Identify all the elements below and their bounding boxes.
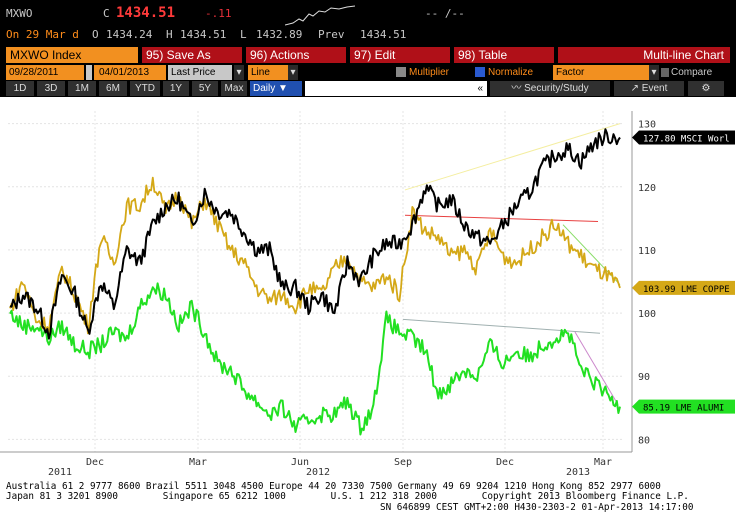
security-study-button[interactable]: 〰 Security/Study (490, 81, 610, 96)
controls-row: 09/28/2011 04/01/2013 Last Price ▾ Line … (0, 65, 736, 81)
x-tick-label: Mar (189, 457, 207, 468)
change: -.11 (205, 7, 232, 20)
sparkline-icon (285, 5, 355, 26)
event-arrow-icon: ↗ (630, 83, 642, 94)
chart-type-select[interactable]: Line (248, 65, 288, 80)
gear-icon[interactable]: ⚙ (688, 81, 724, 96)
footer-session-line: SN 646899 CEST GMT+2:00 H430-2303-2 01-A… (380, 502, 694, 513)
frequency-label: Daily (253, 83, 276, 94)
security-study-label: Security/Study (524, 83, 589, 94)
value-label-arrow (632, 399, 639, 414)
open-label: O (92, 28, 99, 41)
window-title: Multi-line Chart (558, 47, 730, 63)
x-tick-label: Jun (291, 457, 309, 468)
date-separator (86, 65, 92, 80)
prev-label: Prev (318, 28, 345, 41)
normalize-label: Normalize (488, 67, 534, 78)
start-date-input[interactable]: 09/28/2011 (6, 65, 84, 80)
line-chart[interactable]: 80 90 100 110 120 130 Dec Mar Jun Sep Dec Mar 2011 20… (0, 97, 736, 475)
period-6m[interactable]: 6M (99, 81, 127, 96)
time-row: On 29 Mar d (6, 28, 79, 41)
y-tick-label: 130 (638, 120, 656, 131)
factor-select[interactable]: Factor (553, 65, 649, 80)
trend-line-aluminium (402, 318, 601, 334)
edit-menu-button[interactable]: 97) Edit (350, 47, 450, 63)
event-button[interactable]: ↗ Event (614, 81, 684, 96)
last-price: 1434.51 (116, 5, 176, 21)
series-line-0 (9, 128, 621, 340)
value-label-lme-coppe: 103.99 LME COPPE (643, 285, 730, 295)
prev-value: 1434.51 (360, 28, 407, 41)
x-tick-label: Dec (496, 457, 514, 468)
multiplier-checkbox[interactable] (396, 67, 406, 77)
field-dropdown-icon[interactable]: ▾ (234, 65, 244, 80)
value-label-msci-worl: 127.80 MSCI Worl (643, 135, 730, 145)
factor-dropdown-icon[interactable]: ▾ (649, 65, 659, 80)
compare-label: Compare (671, 67, 713, 78)
compare-checkbox[interactable] (661, 68, 669, 77)
low-value: 1432.89 (256, 28, 303, 41)
footer-contacts-line1: Australia 61 2 9777 8600 Brazil 5511 304… (6, 481, 661, 492)
series-line-2 (9, 282, 621, 436)
open-value: 1434.24 (106, 28, 153, 41)
event-label: Event (641, 83, 668, 94)
value-label-lme-alumi: 85.19 LME ALUMI (643, 404, 724, 414)
bid-ask: -- /-- (425, 7, 465, 20)
x-year-label: 2012 (306, 467, 330, 475)
y-tick-label: 110 (638, 246, 656, 257)
chart-line-icon: 〰 (511, 83, 525, 94)
series-line-1 (9, 176, 621, 335)
low-label: L (240, 28, 247, 41)
end-date-input[interactable]: 04/01/2013 (94, 65, 166, 80)
y-tick-label: 120 (638, 183, 656, 194)
period-max[interactable]: Max (221, 81, 247, 96)
actions-menu-button[interactable]: 96) Actions (246, 47, 346, 63)
frequency-select[interactable]: Daily ▼ (250, 81, 302, 96)
high-label: H (166, 28, 173, 41)
security-field[interactable]: MXWO Index (6, 47, 138, 63)
toolbar: MXWO Index 95) Save As 96) Actions 97) E… (0, 46, 736, 64)
period-3d[interactable]: 3D (37, 81, 65, 96)
quote-row: MXWO C 1434.51 -.11 -- /-- (0, 2, 736, 30)
value-label-arrow (632, 130, 639, 145)
normalize-checkbox[interactable] (475, 67, 485, 77)
x-tick-label: Dec (86, 457, 104, 468)
period-1d[interactable]: 1D (6, 81, 34, 96)
value-label-box (639, 130, 735, 145)
chart-type-dropdown-icon[interactable]: ▾ (288, 65, 298, 80)
period-1y[interactable]: 1Y (163, 81, 189, 96)
footer-contacts-line2: Japan 81 3 3201 8900 Singapore 65 6212 1… (6, 491, 689, 502)
x-year-label: 2013 (566, 467, 590, 475)
table-button[interactable]: 98) Table (454, 47, 554, 63)
value-label-box (639, 399, 735, 414)
terminal-header: MXWO C 1434.51 -.11 -- /-- On 29 Mar d O… (0, 0, 736, 97)
y-tick-label: 80 (638, 435, 650, 446)
ticker: MXWO (6, 7, 33, 20)
y-tick-label: 90 (638, 372, 650, 383)
x-year-label: 2011 (48, 467, 72, 475)
multiplier-label: Multiplier (409, 67, 450, 78)
y-tick-label: 100 (638, 309, 656, 320)
high-value: 1434.51 (180, 28, 227, 41)
x-tick-label: Sep (394, 457, 412, 468)
footer: Australia 61 2 9777 8600 Brazil 5511 304… (0, 475, 736, 527)
field-select[interactable]: Last Price (168, 65, 232, 80)
x-tick-label: Mar (594, 457, 612, 468)
period-1m[interactable]: 1M (68, 81, 96, 96)
trend-line-aluminium-decline (574, 331, 619, 405)
value-label-box (639, 280, 735, 295)
double-chevron-icon[interactable]: « (305, 81, 487, 96)
c-label: C (103, 7, 110, 20)
value-label-arrow (632, 280, 639, 295)
trend-line-msci (404, 123, 621, 191)
trend-line-copper (404, 214, 599, 223)
save-as-button[interactable]: 95) Save As (142, 47, 242, 63)
ohlc-row: On 29 Mar d O 1434.24 H 1434.51 L 1432.8… (0, 28, 736, 44)
period-5y[interactable]: 5Y (192, 81, 218, 96)
period-ytd[interactable]: YTD (130, 81, 160, 96)
period-bar: 1D 3D 1M 6M YTD 1Y 5Y Max Daily ▼ « 〰 Se… (0, 81, 736, 97)
